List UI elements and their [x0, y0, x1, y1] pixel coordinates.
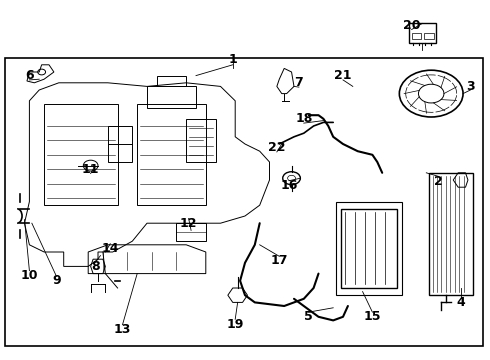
Bar — [108, 126, 132, 162]
Bar — [429, 173, 473, 295]
Text: 11: 11 — [82, 163, 99, 176]
Bar — [176, 223, 206, 241]
Bar — [424, 33, 434, 39]
Text: 3: 3 — [466, 80, 475, 93]
Text: 6: 6 — [25, 69, 34, 82]
Bar — [412, 33, 421, 39]
Text: 17: 17 — [270, 255, 288, 267]
Text: 2: 2 — [434, 175, 443, 188]
Bar — [186, 119, 216, 162]
Text: 14: 14 — [101, 242, 119, 255]
Text: 13: 13 — [114, 323, 131, 336]
Text: 5: 5 — [304, 310, 313, 323]
Text: 9: 9 — [52, 274, 61, 287]
Text: 21: 21 — [334, 69, 352, 82]
Bar — [157, 76, 186, 86]
Text: 10: 10 — [21, 269, 38, 282]
Text: 4: 4 — [456, 296, 465, 309]
Bar — [341, 209, 397, 288]
Text: 22: 22 — [268, 141, 286, 154]
Text: 15: 15 — [364, 310, 381, 323]
Text: 8: 8 — [91, 260, 100, 273]
Bar — [409, 23, 436, 43]
Bar — [5, 58, 483, 346]
Bar — [336, 202, 402, 295]
Bar — [44, 104, 118, 205]
Bar — [137, 104, 206, 205]
Bar — [147, 86, 196, 108]
Text: 7: 7 — [294, 76, 303, 89]
Text: 19: 19 — [226, 318, 244, 330]
Text: 16: 16 — [280, 179, 298, 192]
Text: 18: 18 — [295, 112, 313, 125]
Text: 12: 12 — [180, 217, 197, 230]
Text: 20: 20 — [403, 19, 420, 32]
Text: 1: 1 — [228, 53, 237, 66]
